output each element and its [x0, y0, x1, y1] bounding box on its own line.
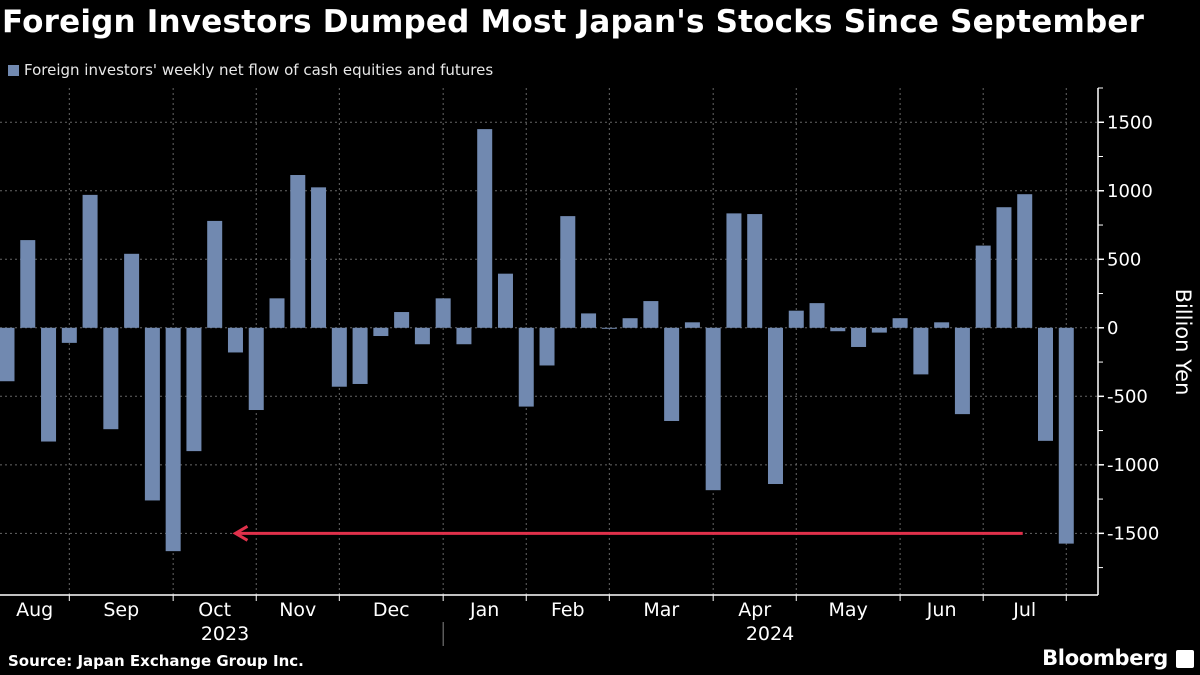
bar	[311, 187, 327, 328]
bar	[601, 327, 617, 329]
bar	[103, 327, 119, 430]
month-label: Sep	[103, 599, 139, 621]
month-label: Nov	[279, 599, 316, 621]
bar	[227, 327, 243, 353]
bar	[726, 213, 742, 328]
bar	[996, 207, 1012, 328]
bar	[290, 175, 306, 328]
y-tick-label: -1000	[1107, 455, 1159, 476]
chart-title: Foreign Investors Dumped Most Japan's St…	[2, 4, 1145, 40]
bar	[373, 327, 389, 337]
bar	[622, 318, 638, 328]
legend-swatch	[8, 64, 19, 76]
month-label: Feb	[551, 599, 585, 621]
bar	[809, 303, 825, 328]
legend: Foreign investors' weekly net flow of ca…	[8, 61, 493, 79]
bar	[1038, 327, 1053, 441]
bar	[892, 318, 908, 328]
month-label: Apr	[738, 599, 771, 621]
bar	[788, 310, 804, 328]
bar	[539, 327, 555, 366]
legend-label: Foreign investors' weekly net flow of ca…	[24, 61, 494, 79]
y-tick-label: 0	[1107, 318, 1118, 339]
bar	[352, 327, 368, 384]
bar	[165, 327, 181, 552]
month-label: Jul	[1012, 599, 1036, 621]
month-label: Jan	[469, 599, 499, 621]
year-label: 2024	[746, 623, 794, 645]
bar	[1017, 194, 1033, 328]
y-tick-label: 1000	[1107, 181, 1153, 202]
y-tick-label: 500	[1107, 249, 1141, 270]
month-label: Aug	[16, 599, 53, 621]
bar	[61, 327, 77, 343]
bar	[82, 194, 98, 328]
bar	[871, 327, 887, 333]
bar	[581, 313, 597, 328]
bloomberg-logo: Bloomberg	[1042, 646, 1168, 670]
bar	[913, 327, 929, 375]
bar	[518, 327, 534, 407]
month-label: May	[829, 599, 868, 621]
bar	[20, 240, 36, 328]
bar	[664, 327, 680, 421]
y-tick-label: 1500	[1107, 112, 1153, 133]
bar	[975, 245, 991, 328]
bar	[124, 253, 140, 328]
bar	[414, 327, 430, 345]
month-label: Oct	[198, 599, 231, 621]
source-note: Source: Japan Exchange Group Inc.	[8, 652, 304, 670]
bar	[435, 298, 451, 328]
bar	[477, 129, 493, 328]
bar	[144, 327, 160, 501]
bar	[248, 327, 264, 411]
y-tick-label: -1500	[1107, 523, 1159, 544]
bar	[560, 216, 576, 328]
bar	[851, 327, 867, 347]
month-label: Jun	[926, 599, 957, 621]
bar	[747, 214, 763, 328]
bar	[269, 298, 285, 328]
bar	[456, 327, 472, 345]
bar	[830, 327, 846, 332]
bar	[643, 301, 659, 328]
bar	[186, 327, 202, 452]
bar	[954, 327, 970, 415]
bloomberg-chart-icon	[1176, 650, 1194, 668]
bar	[934, 322, 950, 328]
bar	[394, 312, 410, 328]
bar	[331, 327, 347, 387]
bar	[684, 322, 700, 328]
bar	[497, 273, 513, 328]
bar	[41, 327, 57, 442]
bar	[767, 327, 783, 485]
year-label: 2023	[201, 623, 249, 645]
bar	[705, 327, 721, 491]
month-label: Dec	[373, 599, 410, 621]
bar	[1058, 327, 1074, 544]
bar	[0, 327, 15, 382]
y-tick-label: -500	[1107, 386, 1148, 407]
month-label: Mar	[643, 599, 679, 621]
y-axis-title: Billion Yen	[1171, 289, 1195, 396]
arrow-head	[232, 525, 249, 542]
bar	[207, 220, 223, 328]
